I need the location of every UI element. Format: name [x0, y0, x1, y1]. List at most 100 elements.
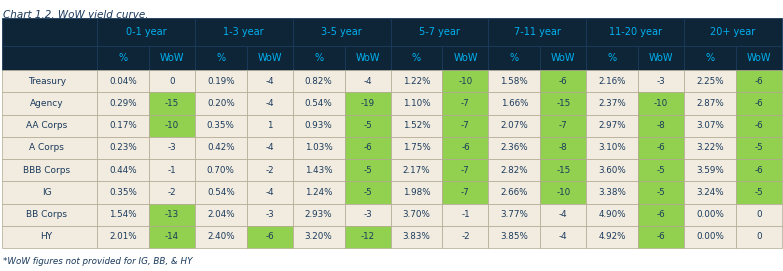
Bar [247, 181, 293, 204]
Text: 2.01%: 2.01% [109, 232, 137, 241]
Bar [489, 137, 540, 159]
Bar [684, 181, 736, 204]
Bar [2, 115, 97, 137]
Bar [195, 18, 293, 46]
Bar [293, 137, 345, 159]
Text: 2.87%: 2.87% [696, 99, 724, 108]
Bar [586, 70, 638, 92]
Bar [540, 92, 586, 115]
Bar [345, 115, 391, 137]
Text: -2: -2 [168, 188, 176, 197]
Text: 1.03%: 1.03% [305, 143, 333, 152]
Bar [736, 92, 782, 115]
Bar [489, 181, 540, 204]
Text: -6: -6 [657, 210, 666, 219]
Bar [97, 18, 195, 46]
Text: -6: -6 [265, 232, 274, 241]
Bar [293, 18, 391, 46]
Text: -5: -5 [755, 188, 763, 197]
Bar [684, 46, 736, 70]
Bar [638, 181, 684, 204]
Text: -4: -4 [265, 143, 274, 152]
Text: -7: -7 [461, 166, 470, 175]
Text: WoW: WoW [551, 53, 576, 63]
Bar [391, 159, 442, 181]
Text: -4: -4 [265, 99, 274, 108]
Text: 7-11 year: 7-11 year [514, 27, 561, 37]
Text: 3.38%: 3.38% [598, 188, 626, 197]
Bar [489, 18, 586, 46]
Text: 2.16%: 2.16% [598, 77, 626, 86]
Text: -15: -15 [556, 166, 570, 175]
Bar [195, 70, 247, 92]
Bar [391, 46, 442, 70]
Text: A Corps: A Corps [29, 143, 64, 152]
Bar [540, 226, 586, 248]
Bar [489, 92, 540, 115]
Bar [293, 159, 345, 181]
Bar [442, 46, 489, 70]
Text: 0-1 year: 0-1 year [125, 27, 166, 37]
Bar [489, 226, 540, 248]
Text: Treasury: Treasury [27, 77, 66, 86]
Text: 3.60%: 3.60% [598, 166, 626, 175]
Bar [638, 226, 684, 248]
Text: 0.42%: 0.42% [207, 143, 235, 152]
Bar [442, 137, 489, 159]
Text: 0.54%: 0.54% [305, 99, 333, 108]
Bar [442, 226, 489, 248]
Text: 2.37%: 2.37% [598, 99, 626, 108]
Text: -1: -1 [168, 166, 176, 175]
Bar [293, 181, 345, 204]
Bar [391, 115, 442, 137]
Text: -7: -7 [559, 121, 568, 130]
Text: -4: -4 [559, 210, 568, 219]
Bar [586, 137, 638, 159]
Bar [489, 204, 540, 226]
Text: 4.90%: 4.90% [598, 210, 626, 219]
Text: -5: -5 [363, 166, 372, 175]
Text: 1.52%: 1.52% [402, 121, 431, 130]
Bar [736, 226, 782, 248]
Text: 20+ year: 20+ year [710, 27, 756, 37]
Text: -15: -15 [164, 99, 179, 108]
Bar [391, 70, 442, 92]
Text: -7: -7 [461, 188, 470, 197]
Text: 1.10%: 1.10% [402, 99, 431, 108]
Text: 0.82%: 0.82% [305, 77, 333, 86]
Bar [540, 181, 586, 204]
Bar [736, 204, 782, 226]
Text: 3.83%: 3.83% [402, 232, 431, 241]
Bar [586, 181, 638, 204]
Text: 1.22%: 1.22% [402, 77, 430, 86]
Bar [540, 46, 586, 70]
Text: %: % [705, 53, 715, 63]
Bar [149, 115, 195, 137]
Bar [195, 226, 247, 248]
Text: 0.54%: 0.54% [207, 188, 235, 197]
Text: 2.82%: 2.82% [500, 166, 529, 175]
Bar [638, 46, 684, 70]
Text: BBB Corps: BBB Corps [23, 166, 70, 175]
Bar [345, 70, 391, 92]
Bar [247, 226, 293, 248]
Bar [149, 92, 195, 115]
Text: WoW: WoW [453, 53, 478, 63]
Bar [2, 137, 97, 159]
Text: 0: 0 [756, 210, 762, 219]
Text: -8: -8 [657, 121, 666, 130]
Bar [586, 159, 638, 181]
Bar [442, 204, 489, 226]
Text: 3.20%: 3.20% [305, 232, 333, 241]
Text: IG: IG [41, 188, 52, 197]
Bar [540, 159, 586, 181]
Bar [247, 92, 293, 115]
Bar [293, 226, 345, 248]
Bar [97, 159, 149, 181]
Text: -6: -6 [559, 77, 568, 86]
Text: -10: -10 [654, 99, 668, 108]
Bar [442, 115, 489, 137]
Bar [540, 115, 586, 137]
Bar [149, 204, 195, 226]
Text: -3: -3 [657, 77, 666, 86]
